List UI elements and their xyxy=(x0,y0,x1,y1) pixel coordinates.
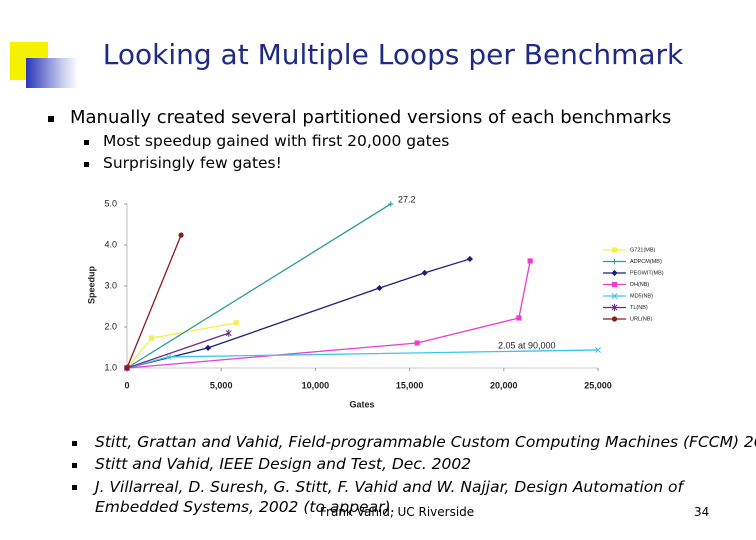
x-tick-label: 25,000 xyxy=(584,380,612,390)
y-tick-label: 5.0 xyxy=(104,198,117,208)
x-tick-label: 15,000 xyxy=(396,380,424,390)
series-line xyxy=(126,203,392,369)
series-line xyxy=(126,258,471,369)
bullet xyxy=(72,463,77,468)
series-line xyxy=(126,322,237,369)
legend-label: URL(NB) xyxy=(630,316,652,322)
bullet-text: Manually created several partitioned ver… xyxy=(70,107,672,128)
point xyxy=(376,284,383,292)
legend-label: ADPCM(MB) xyxy=(630,259,662,265)
point xyxy=(124,365,130,371)
y-tick-label: 1.0 xyxy=(104,362,117,372)
point xyxy=(165,353,172,360)
bullet xyxy=(84,162,89,167)
sub-bullet-text: Most speedup gained with first 20,000 ga… xyxy=(103,132,450,150)
point xyxy=(611,316,618,322)
legend-label: PEGWIT(MB) xyxy=(630,270,664,276)
point xyxy=(611,269,618,277)
y-tick-label: 4.0 xyxy=(104,239,117,249)
x-tick-label: 5,000 xyxy=(210,380,233,390)
series-line xyxy=(126,332,229,369)
reference: Stitt, Grattan and Vahid, Field-programm… xyxy=(95,433,756,451)
point xyxy=(466,255,473,263)
series-line xyxy=(126,349,599,369)
legend-label: G721(MB) xyxy=(630,247,656,253)
annotation: 27.2 xyxy=(398,194,416,204)
legend-label: MD5(NB) xyxy=(630,293,653,299)
x-tick-label: 0 xyxy=(124,380,129,390)
x-tick-label: 10,000 xyxy=(302,380,330,390)
point xyxy=(595,347,601,353)
bullet xyxy=(48,116,54,122)
slide-title: Looking at Multiple Loops per Benchmark xyxy=(102,38,684,71)
point xyxy=(225,329,232,337)
y-tick-label: 2.0 xyxy=(104,321,117,331)
bullet xyxy=(72,441,77,446)
bullet xyxy=(72,485,77,490)
series-line xyxy=(126,234,182,369)
point xyxy=(414,340,420,346)
reference: Stitt and Vahid, IEEE Design and Test, D… xyxy=(95,455,472,473)
point xyxy=(233,320,239,326)
point xyxy=(204,344,212,352)
point xyxy=(148,335,155,341)
x-axis-label: Gates xyxy=(349,399,374,409)
sub-bullet-text: Surprisingly few gates! xyxy=(103,154,282,172)
point xyxy=(527,258,533,264)
reference: J. Villarreal, D. Suresh, G. Stitt, F. V… xyxy=(95,478,683,516)
y-tick-label: 3.0 xyxy=(104,280,117,290)
y-axis-label: Speedup xyxy=(86,266,96,305)
legend-label: DH(NB) xyxy=(630,282,649,288)
legend-label: TL(NB) xyxy=(630,305,648,311)
x-tick-label: 20,000 xyxy=(490,380,518,390)
point xyxy=(178,232,184,238)
point xyxy=(611,247,618,253)
point xyxy=(611,281,618,288)
decor-bar xyxy=(26,58,78,88)
point xyxy=(611,258,618,265)
point xyxy=(388,201,394,207)
point xyxy=(611,293,618,299)
bullet xyxy=(84,140,89,145)
point xyxy=(611,303,618,312)
point xyxy=(421,269,428,276)
chart: 1.0 2.0 3.0 4.0 5.0 0 5,000 10,000 15,000 20,000 2… xyxy=(86,194,664,409)
point xyxy=(516,315,522,321)
annotation: 2.05 at 90,000 xyxy=(498,340,556,350)
footer-author: Frank Vahid, UC Riverside xyxy=(320,505,475,519)
page-number: 34 xyxy=(694,505,710,519)
